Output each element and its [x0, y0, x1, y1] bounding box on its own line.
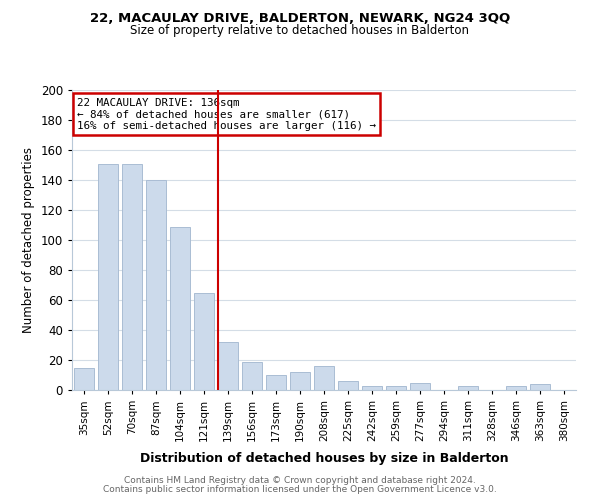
Bar [242, 362, 262, 390]
Text: Contains public sector information licensed under the Open Government Licence v3: Contains public sector information licen… [103, 485, 497, 494]
Text: 22 MACAULAY DRIVE: 136sqm
← 84% of detached houses are smaller (617)
16% of semi: 22 MACAULAY DRIVE: 136sqm ← 84% of detac… [77, 98, 376, 130]
Bar [506, 386, 526, 390]
Y-axis label: Number of detached properties: Number of detached properties [22, 147, 35, 333]
Bar [530, 384, 550, 390]
Bar [122, 164, 142, 390]
Bar [266, 375, 286, 390]
Bar [146, 180, 166, 390]
Bar [290, 372, 310, 390]
Text: 22, MACAULAY DRIVE, BALDERTON, NEWARK, NG24 3QQ: 22, MACAULAY DRIVE, BALDERTON, NEWARK, N… [90, 12, 510, 26]
Bar [386, 386, 406, 390]
Bar [74, 368, 94, 390]
X-axis label: Distribution of detached houses by size in Balderton: Distribution of detached houses by size … [140, 452, 508, 466]
Bar [218, 342, 238, 390]
Text: Contains HM Land Registry data © Crown copyright and database right 2024.: Contains HM Land Registry data © Crown c… [124, 476, 476, 485]
Bar [170, 226, 190, 390]
Bar [314, 366, 334, 390]
Bar [458, 386, 478, 390]
Bar [362, 386, 382, 390]
Text: Size of property relative to detached houses in Balderton: Size of property relative to detached ho… [131, 24, 470, 37]
Bar [410, 382, 430, 390]
Bar [194, 292, 214, 390]
Bar [338, 381, 358, 390]
Bar [98, 164, 118, 390]
